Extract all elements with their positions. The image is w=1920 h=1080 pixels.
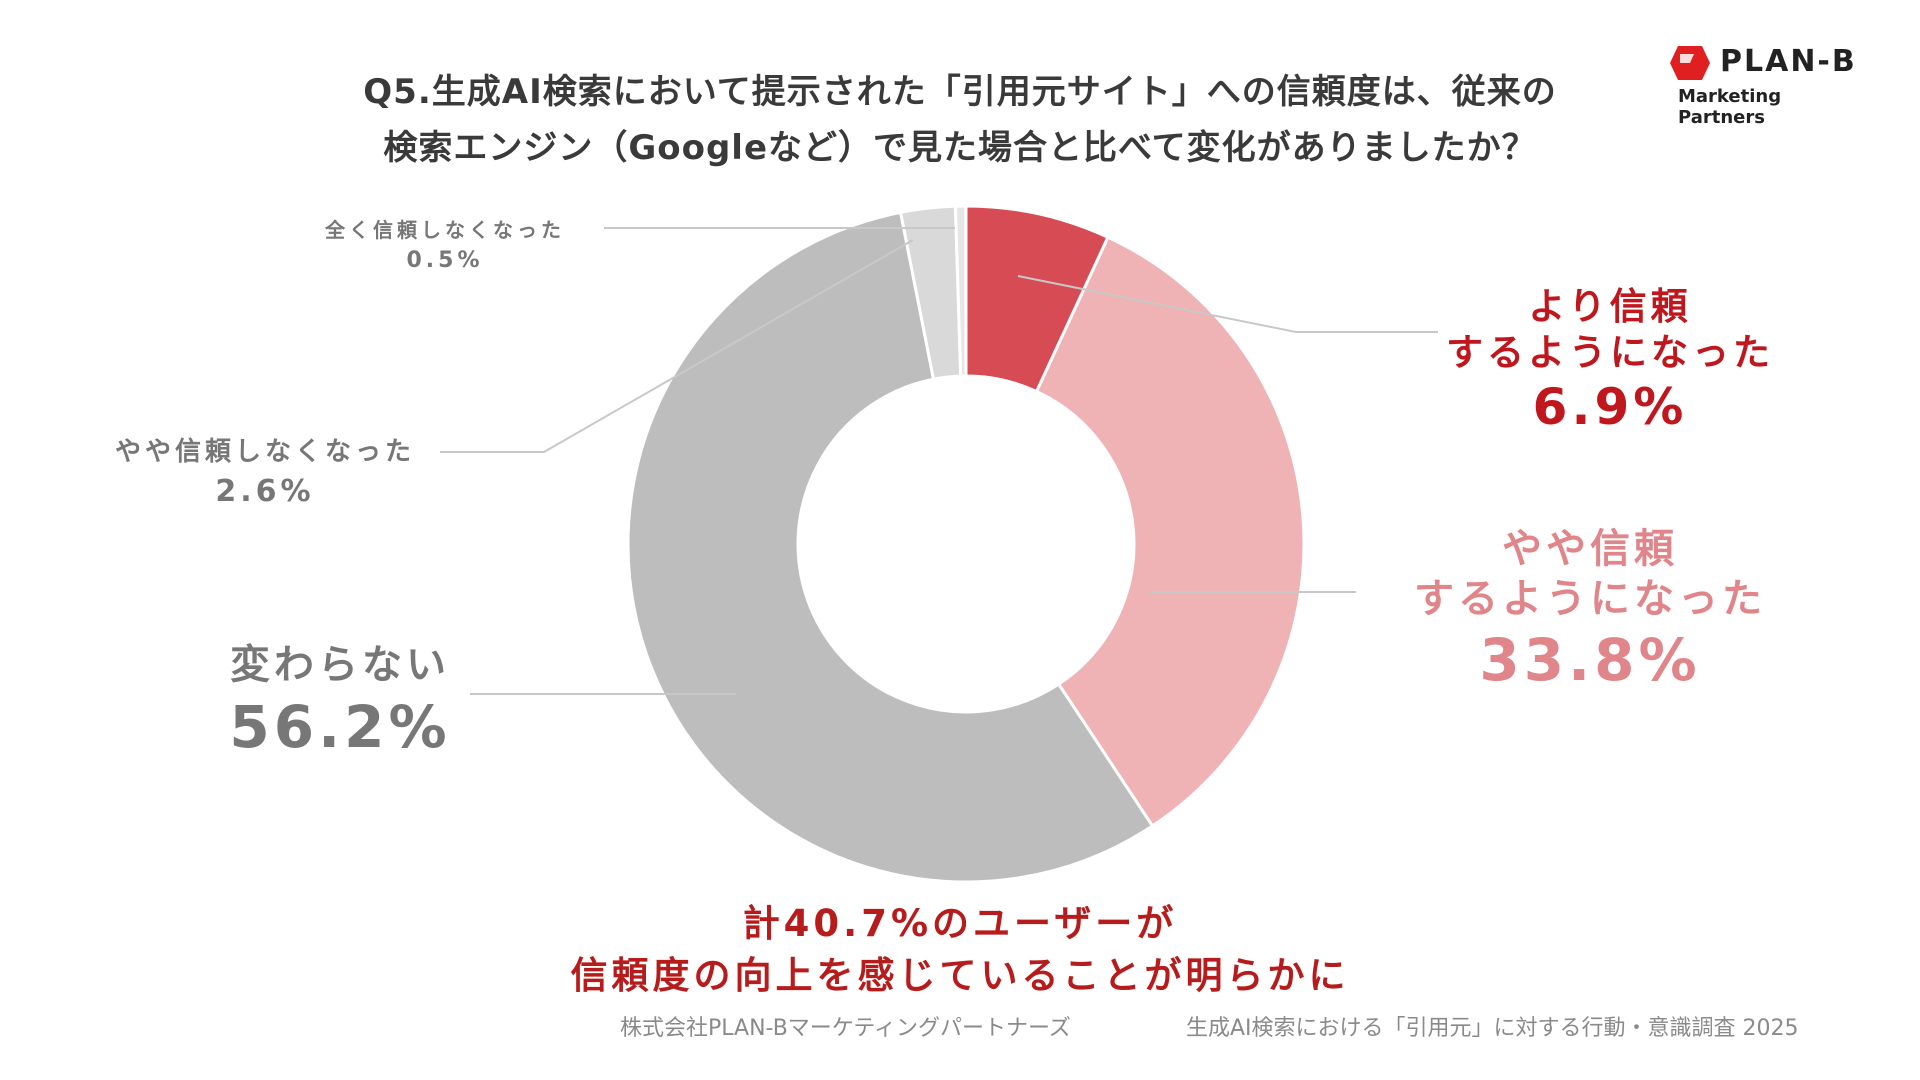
logo-name: PLAN-B <box>1720 44 1857 79</box>
slice-some-trust <box>1034 235 1306 828</box>
logo-subtitle: Marketing Partners <box>1678 86 1782 128</box>
chart-title: Q5.生成AI検索において提示された「引用元サイト」への信頼度は、従来の 検索エ… <box>330 64 1590 176</box>
label-much-less-line1: 全く信頼しなくなった <box>325 218 565 242</box>
label-some-trust: やや信頼 するようになった 33.8% <box>1380 524 1800 696</box>
leader-line-some-less <box>440 239 914 453</box>
leader-line-more-trust <box>1017 275 1438 333</box>
label-some-less-value: 2.6% <box>215 474 315 509</box>
slice-no-change <box>626 210 1155 884</box>
conclusion-line1: 計40.7%のユーザーが <box>742 902 1178 945</box>
plan-b-logo-mark-icon <box>1670 46 1710 80</box>
label-no-change: 変わらない 56.2% <box>190 640 490 764</box>
footer-company: 株式会社PLAN-Bマーケティングパートナーズ <box>620 1016 1071 1041</box>
label-no-change-line1: 変わらない <box>230 642 450 688</box>
label-some-trust-line1: やや信頼 <box>1502 526 1678 572</box>
label-no-change-value: 56.2% <box>229 693 451 761</box>
label-some-trust-line2: するようになった <box>1414 576 1766 622</box>
label-some-less-line1: やや信頼しなくなった <box>114 437 415 467</box>
chart-title-line2: 検索エンジン（Googleなど）で見た場合と比べて変化がありましたか？ <box>383 128 1537 168</box>
label-some-trust-value: 33.8% <box>1479 626 1701 694</box>
donut-slices <box>626 204 1306 884</box>
label-more-trust-line2: するようになった <box>1446 331 1774 374</box>
label-some-less: やや信頼しなくなった 2.6% <box>90 432 440 512</box>
slice-much-less <box>953 204 968 378</box>
leader-lines <box>440 227 1438 695</box>
chart-title-line1: Q5.生成AI検索において提示された「引用元サイト」への信頼度は、従来の <box>363 72 1557 112</box>
label-much-less-value: 0.5% <box>406 248 484 273</box>
label-more-trust-line1: より信頼 <box>1528 285 1692 328</box>
label-more-trust: より信頼 するようになった 6.9% <box>1400 284 1820 438</box>
footer-survey-title: 生成AI検索における「引用元」に対する行動・意識調査 2025 <box>1186 1016 1799 1041</box>
label-much-less: 全く信頼しなくなった 0.5% <box>290 214 600 276</box>
plan-b-logo: PLAN-B Marketing Partners <box>1670 44 1870 128</box>
label-more-trust-value: 6.9% <box>1532 378 1688 436</box>
conclusion-text: 計40.7%のユーザーが 信頼度の向上を感じていることが明らかに <box>460 898 1460 1002</box>
conclusion-line2: 信頼度の向上を感じていることが明らかに <box>570 954 1350 997</box>
